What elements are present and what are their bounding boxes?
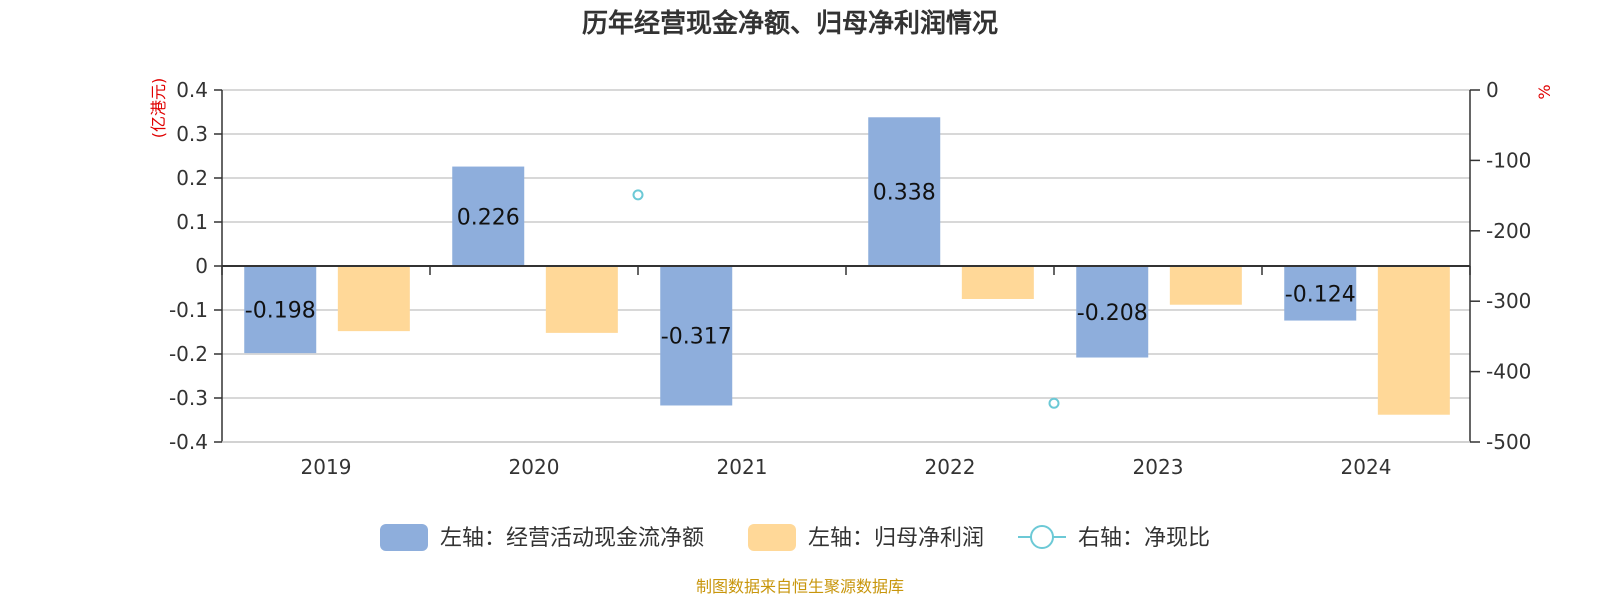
legend-swatch-marker bbox=[1030, 525, 1054, 549]
net-profit-bar bbox=[545, 266, 618, 333]
axes: 0.4 0.3 0.2 0.1 0 -0.1 -0.2 -0.3 -0.4 0 -100 -200 -3… bbox=[169, 78, 1531, 479]
net-profit-bar bbox=[1377, 266, 1450, 415]
legend-label: 右轴：净现比 bbox=[1078, 526, 1210, 551]
cash-flow-data-label: 0.338 bbox=[873, 181, 936, 206]
left-tick-label: -0.1 bbox=[169, 298, 208, 322]
legend-label: 左轴：经营活动现金流净额 bbox=[440, 526, 704, 551]
right-axis-unit: % bbox=[1535, 84, 1554, 99]
cash-flow-bar bbox=[1284, 266, 1357, 321]
category-label: 2024 bbox=[1341, 455, 1392, 479]
left-axis-unit: (亿港元) bbox=[149, 78, 168, 139]
net-profit-bar bbox=[1169, 266, 1242, 305]
ratio-point bbox=[632, 189, 644, 201]
left-tick-label: 0 bbox=[195, 254, 208, 278]
legend-ratio: 右轴：净现比 bbox=[1018, 525, 1210, 551]
net-profit-bar bbox=[961, 266, 1034, 299]
legend-net-profit: 左轴：归母净利润 bbox=[748, 524, 984, 551]
bars bbox=[244, 117, 1450, 415]
left-tick-label: -0.2 bbox=[169, 342, 208, 366]
cash-flow-bar bbox=[660, 266, 733, 406]
category-label: 2021 bbox=[717, 455, 768, 479]
left-tick-label: 0.1 bbox=[176, 210, 208, 234]
net-profit-bar bbox=[337, 266, 410, 332]
legend-swatch bbox=[380, 524, 428, 551]
legend: 左轴：经营活动现金流净额 左轴：归母净利润 右轴：净现比 bbox=[380, 524, 1210, 551]
chart-title: 历年经营现金净额、归母净利润情况 bbox=[582, 8, 998, 39]
right-tick-label: -500 bbox=[1486, 430, 1531, 454]
cash-flow-bar bbox=[244, 266, 317, 354]
left-tick-label: 0.2 bbox=[176, 166, 208, 190]
left-tick-label: -0.3 bbox=[169, 386, 208, 410]
right-tick-label: -300 bbox=[1486, 289, 1531, 313]
legend-swatch bbox=[748, 524, 796, 551]
cash-flow-bar bbox=[452, 166, 525, 266]
right-tick-label: -200 bbox=[1486, 219, 1531, 243]
cash-flow-data-label: -0.317 bbox=[661, 325, 732, 350]
legend-label: 左轴：归母净利润 bbox=[808, 526, 984, 551]
left-tick-label: 0.3 bbox=[176, 122, 208, 146]
right-tick-label: -400 bbox=[1486, 360, 1531, 384]
cash-flow-data-label: -0.198 bbox=[245, 299, 316, 324]
category-label: 2023 bbox=[1133, 455, 1184, 479]
gridlines bbox=[222, 89, 1470, 443]
cash-flow-bar bbox=[868, 117, 941, 266]
data-labels: -0.198 0.226 -0.317 0.338 -0.208 -0.124 bbox=[245, 181, 1356, 350]
ratio-points bbox=[632, 189, 1060, 409]
cash-flow-bar bbox=[1076, 266, 1149, 358]
source-note: 制图数据来自恒生聚源数据库 bbox=[696, 577, 904, 596]
category-label: 2020 bbox=[509, 455, 560, 479]
category-label: 2019 bbox=[301, 455, 352, 479]
right-tick-label: 0 bbox=[1486, 78, 1499, 102]
legend-cash-flow: 左轴：经营活动现金流净额 bbox=[380, 524, 704, 551]
left-tick-label: 0.4 bbox=[176, 78, 208, 102]
right-tick-label: -100 bbox=[1486, 148, 1531, 172]
cash-flow-data-label: 0.226 bbox=[457, 205, 520, 230]
category-label: 2022 bbox=[925, 455, 976, 479]
cash-flow-data-label: -0.208 bbox=[1077, 301, 1148, 326]
cash-flow-data-label: -0.124 bbox=[1285, 282, 1356, 307]
left-tick-label: -0.4 bbox=[169, 430, 208, 454]
ratio-point bbox=[1048, 397, 1060, 409]
